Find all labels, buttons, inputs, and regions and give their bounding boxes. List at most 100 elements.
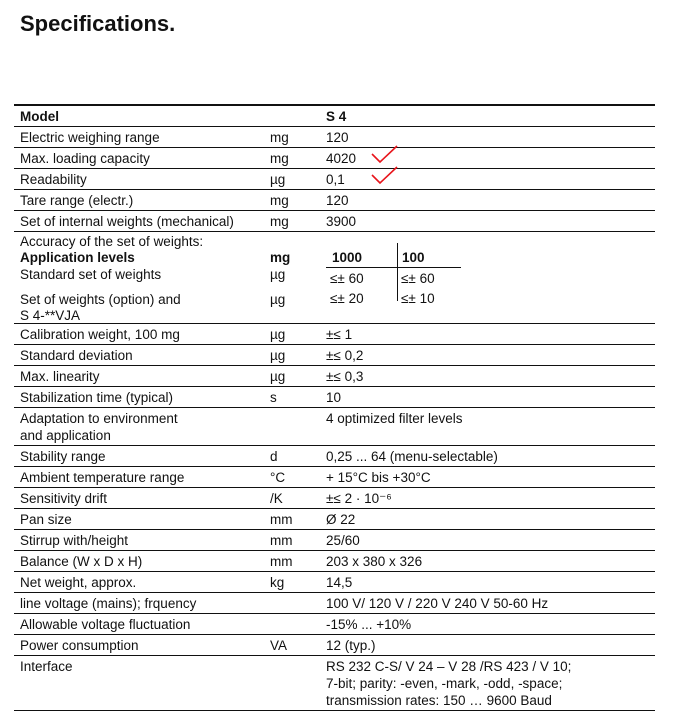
row-label: line voltage (mains); frquency	[20, 596, 197, 611]
row-unit: mg	[270, 130, 289, 145]
row-value: 25/60	[326, 533, 360, 548]
standard-set-unit: µg	[270, 267, 286, 282]
table-row: x xAdaptation to environment and applica…	[14, 408, 655, 446]
row-unit: °C	[270, 470, 286, 485]
row-value: ±≤ 1	[326, 327, 353, 342]
table-row: x x xInterfaceRS 232 C-S/ V 24 – V 28 /R…	[14, 656, 655, 711]
row-unit: µg	[270, 348, 286, 363]
row-unit: VA	[270, 638, 288, 653]
option-set-unit: µg	[270, 292, 286, 307]
row-label: Interface	[20, 659, 73, 674]
row-unit: mm	[270, 554, 293, 569]
row-label: Standard deviation	[20, 348, 133, 363]
row-unit: µg	[270, 172, 286, 187]
row-label: Stabilization time (typical)	[20, 390, 174, 405]
row-label: Readability	[20, 172, 87, 187]
row-unit: mm	[270, 512, 293, 527]
table-row: xReadabilityµg0,1	[14, 166, 655, 190]
header-model-value: S 4	[326, 109, 347, 124]
page-title: Specifications.	[20, 11, 176, 36]
row-unit: mg	[270, 151, 289, 166]
row-label: Electric weighing range	[20, 130, 160, 145]
row-label: Adaptation to environment and applicatio…	[20, 411, 178, 443]
row-value: ±≤ 0,3	[326, 369, 364, 384]
table-row: xStabilization time (typical)s10	[14, 387, 655, 408]
row-label: Max. linearity	[20, 369, 100, 384]
row-unit: mg	[270, 193, 289, 208]
table-row: xAmbient temperature range°C+ 15°C bis +…	[14, 467, 655, 488]
row-label: Ambient temperature range	[20, 470, 185, 485]
row-label: Stability range	[20, 449, 106, 464]
row-label: Stirrup with/height	[20, 533, 129, 548]
row-value: 4020	[326, 151, 357, 166]
row-value: 100 V/ 120 V / 220 V 240 V 50-60 Hz	[326, 596, 549, 611]
row-value: 10	[326, 390, 342, 405]
row-label: Power consumption	[20, 638, 139, 653]
row-value: 4 optimized filter levels	[326, 411, 463, 426]
standard-set-100: ≤± 60	[401, 271, 435, 286]
table-row: xSet of internal weights (mechanical)mg3…	[14, 211, 655, 232]
row-value: 0,25 ... 64 (menu-selectable)	[326, 449, 498, 464]
row-unit: /K	[270, 491, 283, 506]
row-unit: mm	[270, 533, 293, 548]
row-unit: d	[270, 449, 278, 464]
row-label: Calibration weight, 100 mg	[20, 327, 180, 342]
row-label: Balance (W x D x H)	[20, 554, 143, 569]
row-value: 14,5	[326, 575, 353, 590]
red-checkmark-icon	[371, 145, 398, 164]
row-value: + 15°C bis +30°C	[326, 470, 431, 485]
row-unit: s	[270, 390, 277, 405]
row-unit: mg	[270, 214, 289, 229]
row-label: Allowable voltage fluctuation	[20, 617, 191, 632]
accuracy-section: Accuracy of the set of weights: Applicat…	[14, 232, 655, 324]
row-value: 3900	[326, 214, 357, 229]
header-model-label: Model	[20, 109, 59, 124]
accuracy-heading: Accuracy of the set of weights:	[20, 234, 204, 249]
row-value: ±≤ 2 · 10⁻⁶	[326, 491, 392, 506]
level-100: 100	[402, 250, 425, 265]
row-unit: kg	[270, 575, 285, 590]
standard-set-1000: ≤± 60	[330, 271, 364, 286]
option-set-label-2: S 4-**VJA	[20, 308, 81, 323]
standard-set-label: Standard set of weights	[20, 267, 162, 282]
levels-underline	[326, 267, 461, 268]
row-value: 0,1	[326, 172, 345, 187]
row-label: Pan size	[20, 512, 72, 527]
table-header-row: x Model S 4	[14, 106, 655, 127]
levels-divider	[397, 243, 398, 301]
row-value: RS 232 C-S/ V 24 – V 28 /RS 423 / V 10; …	[326, 659, 572, 708]
row-label: Max. loading capacity	[20, 151, 150, 166]
row-value: 12 (typ.)	[326, 638, 376, 653]
table-row: xSensitivity drift/K±≤ 2 · 10⁻⁶	[14, 488, 655, 509]
red-checkmark-icon	[371, 166, 398, 185]
row-unit: µg	[270, 369, 286, 384]
option-set-1000: ≤± 20	[330, 291, 364, 306]
level-1000: 1000	[332, 250, 363, 265]
row-value: 120	[326, 193, 349, 208]
row-value: 203 x 380 x 326	[326, 554, 423, 569]
row-value: Ø 22	[326, 512, 356, 527]
row-label: Set of internal weights (mechanical)	[20, 214, 234, 229]
row-label: Sensitivity drift	[20, 491, 108, 506]
application-levels-unit: mg	[270, 250, 291, 265]
option-set-100: ≤± 10	[401, 291, 435, 306]
application-levels-label: Application levels	[20, 250, 135, 265]
row-label: Net weight, approx.	[20, 575, 137, 590]
row-label: Tare range (electr.)	[20, 193, 134, 208]
row-value: -15% ... +10%	[326, 617, 412, 632]
table-row: xAllowable voltage fluctuation-15% ... +…	[14, 614, 655, 635]
row-value: 120	[326, 130, 349, 145]
